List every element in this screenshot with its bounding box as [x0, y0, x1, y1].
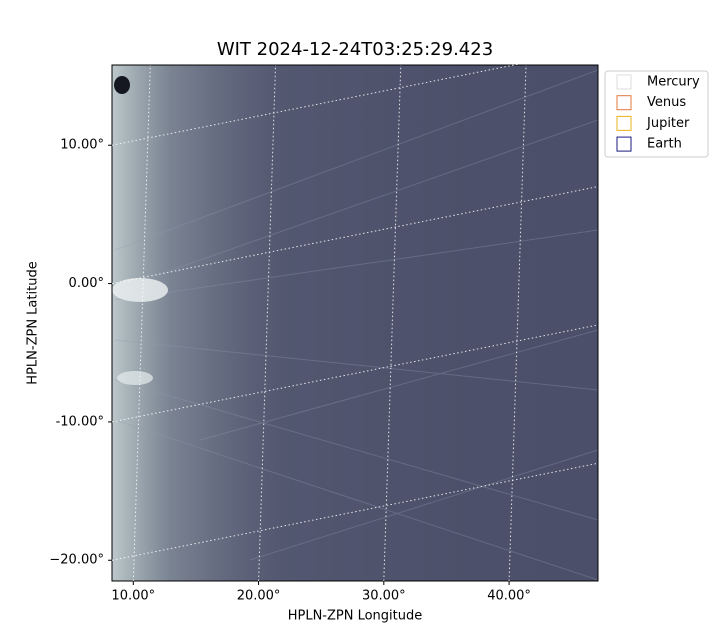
legend-frame [604, 70, 709, 158]
x-tick-label: 20.00° [237, 589, 281, 604]
legend-label: Mercury [647, 75, 700, 90]
plot-frame [111, 64, 599, 582]
grid-line [111, 462, 599, 561]
y-tick-label: -10.00° [56, 414, 104, 429]
legend-swatch [616, 95, 632, 111]
x-tick-label: 40.00° [487, 589, 531, 604]
legend-swatch [616, 115, 632, 131]
legend-label: Earth [647, 137, 682, 152]
x-tick-label: 30.00° [362, 589, 406, 604]
legend-label: Venus [647, 95, 686, 110]
grid-line [111, 47, 599, 146]
legend-label: Jupiter [646, 116, 690, 131]
legend-swatch [616, 136, 632, 152]
y-tick-label: −20.00° [49, 553, 104, 568]
image [112, 65, 598, 581]
grid-line [111, 324, 599, 423]
x-axis-label: HPLN-ZPN Longitude [288, 609, 423, 624]
y-tick-label: 0.00° [69, 276, 104, 291]
y-axis-label: HPLN-ZPN Latitude [26, 261, 41, 384]
chart-title: WIT 2024-12-24T03:25:29.423 [217, 39, 493, 60]
legend-swatch [616, 74, 632, 90]
x-tick-label: 10.00° [111, 589, 155, 604]
grid-line [111, 186, 599, 285]
legend: Mercury Venus Jupiter Earth [604, 70, 709, 158]
y-tick-label: 10.00° [60, 138, 104, 153]
